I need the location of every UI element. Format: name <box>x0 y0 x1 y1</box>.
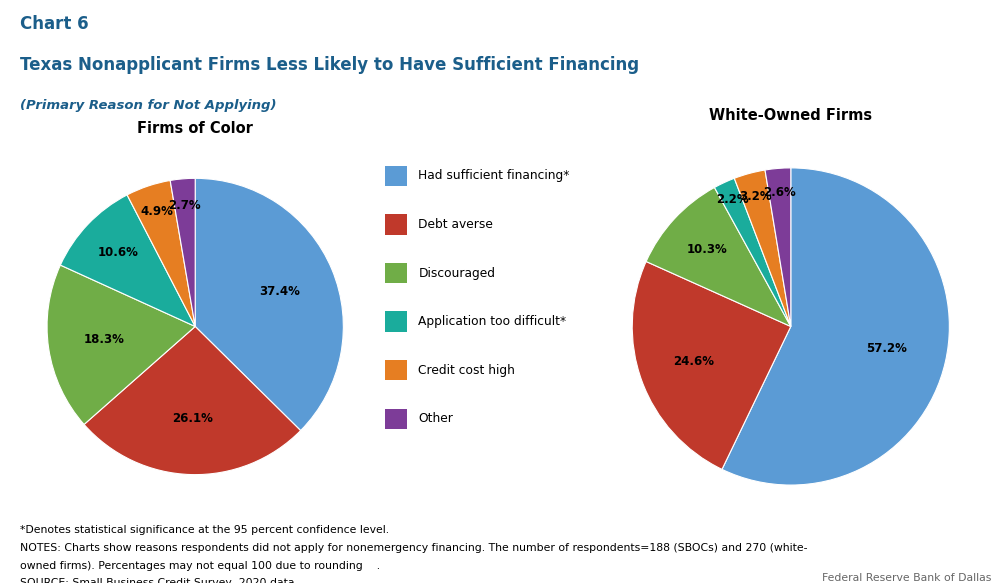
Text: Other: Other <box>418 412 453 425</box>
Bar <box>385 311 407 332</box>
Wedge shape <box>735 170 791 326</box>
Text: (Primary Reason for Not Applying): (Primary Reason for Not Applying) <box>20 99 276 112</box>
Text: 10.6%: 10.6% <box>97 247 138 259</box>
Bar <box>385 263 407 283</box>
Text: 2.7%: 2.7% <box>168 199 201 212</box>
Wedge shape <box>127 181 195 326</box>
Text: 2.6%: 2.6% <box>764 185 796 199</box>
Wedge shape <box>195 178 343 431</box>
Wedge shape <box>722 168 949 485</box>
Text: SOURCE: Small Business Credit Survey, 2020 data.: SOURCE: Small Business Credit Survey, 20… <box>20 578 298 583</box>
Bar <box>385 215 407 235</box>
Wedge shape <box>170 178 195 326</box>
Text: 57.2%: 57.2% <box>866 342 907 355</box>
Text: Had sufficient financing*: Had sufficient financing* <box>418 170 570 182</box>
Text: 10.3%: 10.3% <box>687 243 728 255</box>
Text: 26.1%: 26.1% <box>172 412 213 425</box>
Bar <box>385 360 407 381</box>
Text: Chart 6: Chart 6 <box>20 15 89 33</box>
Text: Texas Nonapplicant Firms Less Likely to Have Sufficient Financing: Texas Nonapplicant Firms Less Likely to … <box>20 55 640 73</box>
Bar <box>385 166 407 186</box>
Text: *Denotes statistical significance at the 95 percent confidence level.: *Denotes statistical significance at the… <box>20 525 389 535</box>
Text: owned firms). Percentages may not equal 100 due to rounding    .: owned firms). Percentages may not equal … <box>20 561 380 571</box>
Wedge shape <box>60 195 195 326</box>
Text: Federal Reserve Bank of Dallas: Federal Reserve Bank of Dallas <box>822 573 991 583</box>
Wedge shape <box>715 178 791 326</box>
Text: Application too difficult*: Application too difficult* <box>418 315 567 328</box>
Text: 3.2%: 3.2% <box>740 190 772 203</box>
Text: Discouraged: Discouraged <box>418 266 495 279</box>
Wedge shape <box>84 326 300 475</box>
Text: NOTES: Charts show reasons respondents did not apply for nonemergency financing.: NOTES: Charts show reasons respondents d… <box>20 543 808 553</box>
Text: 37.4%: 37.4% <box>259 285 300 297</box>
Wedge shape <box>646 188 791 326</box>
Text: 18.3%: 18.3% <box>84 333 125 346</box>
Wedge shape <box>47 265 195 424</box>
Title: Firms of Color: Firms of Color <box>137 121 253 136</box>
Text: Debt averse: Debt averse <box>418 218 493 231</box>
Wedge shape <box>633 262 791 469</box>
Text: 24.6%: 24.6% <box>674 355 715 368</box>
Wedge shape <box>765 168 791 326</box>
Title: White-Owned Firms: White-Owned Firms <box>710 108 872 123</box>
Text: 4.9%: 4.9% <box>140 205 173 218</box>
Text: Credit cost high: Credit cost high <box>418 364 516 377</box>
Text: 2.2%: 2.2% <box>716 194 749 206</box>
Bar <box>385 409 407 429</box>
